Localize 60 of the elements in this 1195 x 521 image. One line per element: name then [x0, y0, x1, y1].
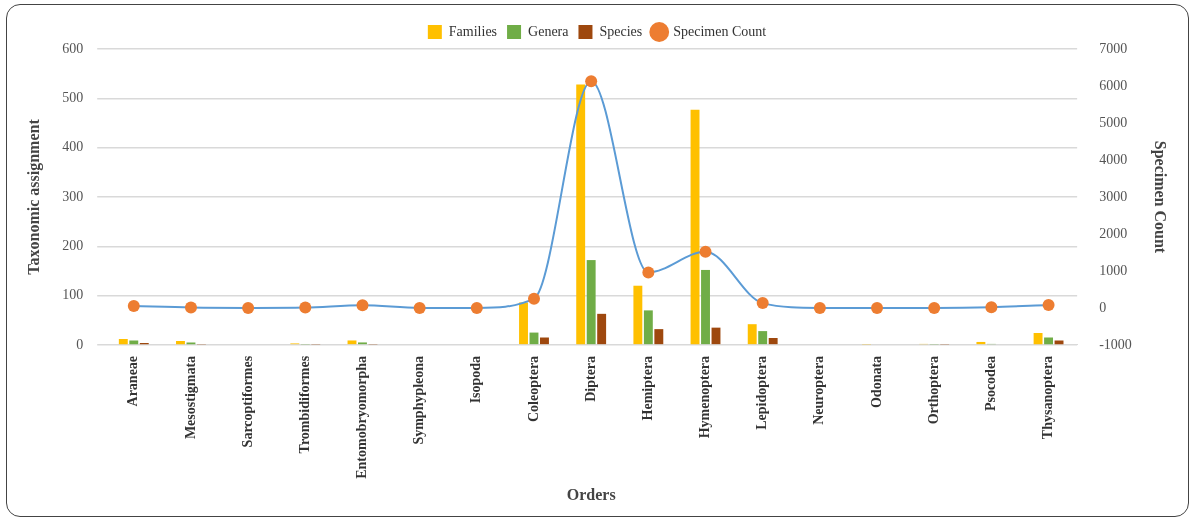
bar	[758, 331, 768, 345]
x-tick-label: Entomobryomorpha	[354, 355, 370, 479]
y2-tick-label: 6000	[1099, 77, 1128, 93]
legend-label: Specimen Count	[673, 23, 767, 39]
y-tick-label: 200	[62, 237, 84, 253]
x-tick-label: Neuroptera	[811, 355, 827, 425]
bar	[1033, 333, 1043, 345]
x-tick-label: Mesostigmata	[182, 355, 198, 440]
bar	[576, 84, 586, 345]
x-tick-label: Trombidiformes	[296, 355, 312, 454]
bar	[1054, 340, 1064, 345]
bar	[176, 340, 185, 345]
y-tick-label: 400	[62, 139, 84, 155]
x-tick-label: Araneae	[125, 355, 141, 407]
bar	[519, 302, 528, 345]
y2-tick-label: 4000	[1099, 151, 1128, 167]
bar	[701, 269, 710, 345]
bar	[1044, 337, 1054, 345]
x-tick-label: Diptera	[582, 355, 598, 402]
legend-label: Genera	[528, 23, 570, 39]
y2-axis-title: Specimen Count	[1151, 140, 1170, 254]
legend-label: Families	[448, 23, 498, 39]
x-tick-label: Odonata	[868, 355, 884, 409]
bar	[540, 337, 549, 345]
x-tick-label: Hemiptera	[639, 355, 655, 421]
legend-label: Species	[599, 23, 643, 39]
bar	[597, 313, 607, 345]
bar	[118, 338, 128, 345]
y2-tick-label: 7000	[1099, 40, 1128, 56]
x-tick-label: Psocodea	[982, 355, 998, 412]
x-tick-label: Sarcoptiformes	[239, 355, 255, 448]
bar	[633, 285, 643, 345]
bar	[347, 340, 357, 345]
y2-tick-label: 5000	[1099, 114, 1128, 130]
x-tick-label: Lepidoptera	[754, 355, 770, 430]
x-tick-label: Symphypleona	[411, 355, 427, 445]
y-axis-title: Taxonomic assignment	[24, 118, 43, 275]
y-tick-label: 500	[62, 89, 84, 105]
bar	[976, 341, 986, 345]
x-tick-label: Coleoptera	[525, 355, 541, 422]
y2-tick-label: 3000	[1099, 188, 1128, 204]
x-tick-label: Isopoda	[468, 355, 484, 404]
bar	[768, 338, 778, 345]
bar	[654, 329, 664, 345]
x-tick-label: Orthoptera	[925, 355, 941, 425]
y2-tick-label: 1000	[1099, 262, 1128, 278]
y2-tick-label: -1000	[1099, 336, 1132, 352]
bar	[643, 310, 653, 345]
bar	[586, 260, 596, 345]
bar	[747, 324, 757, 345]
x-tick-label: Thysanoptera	[1040, 355, 1056, 440]
x-tick-label: Hymenoptera	[697, 355, 713, 439]
y-tick-label: 600	[62, 40, 84, 56]
bar	[129, 340, 139, 345]
y2-tick-label: 0	[1099, 299, 1107, 315]
y-tick-label: 300	[62, 188, 84, 204]
y2-tick-label: 2000	[1099, 225, 1128, 241]
y-tick-label: 0	[76, 336, 84, 352]
x-axis-title: Orders	[566, 485, 616, 503]
y-tick-label: 100	[62, 287, 84, 303]
